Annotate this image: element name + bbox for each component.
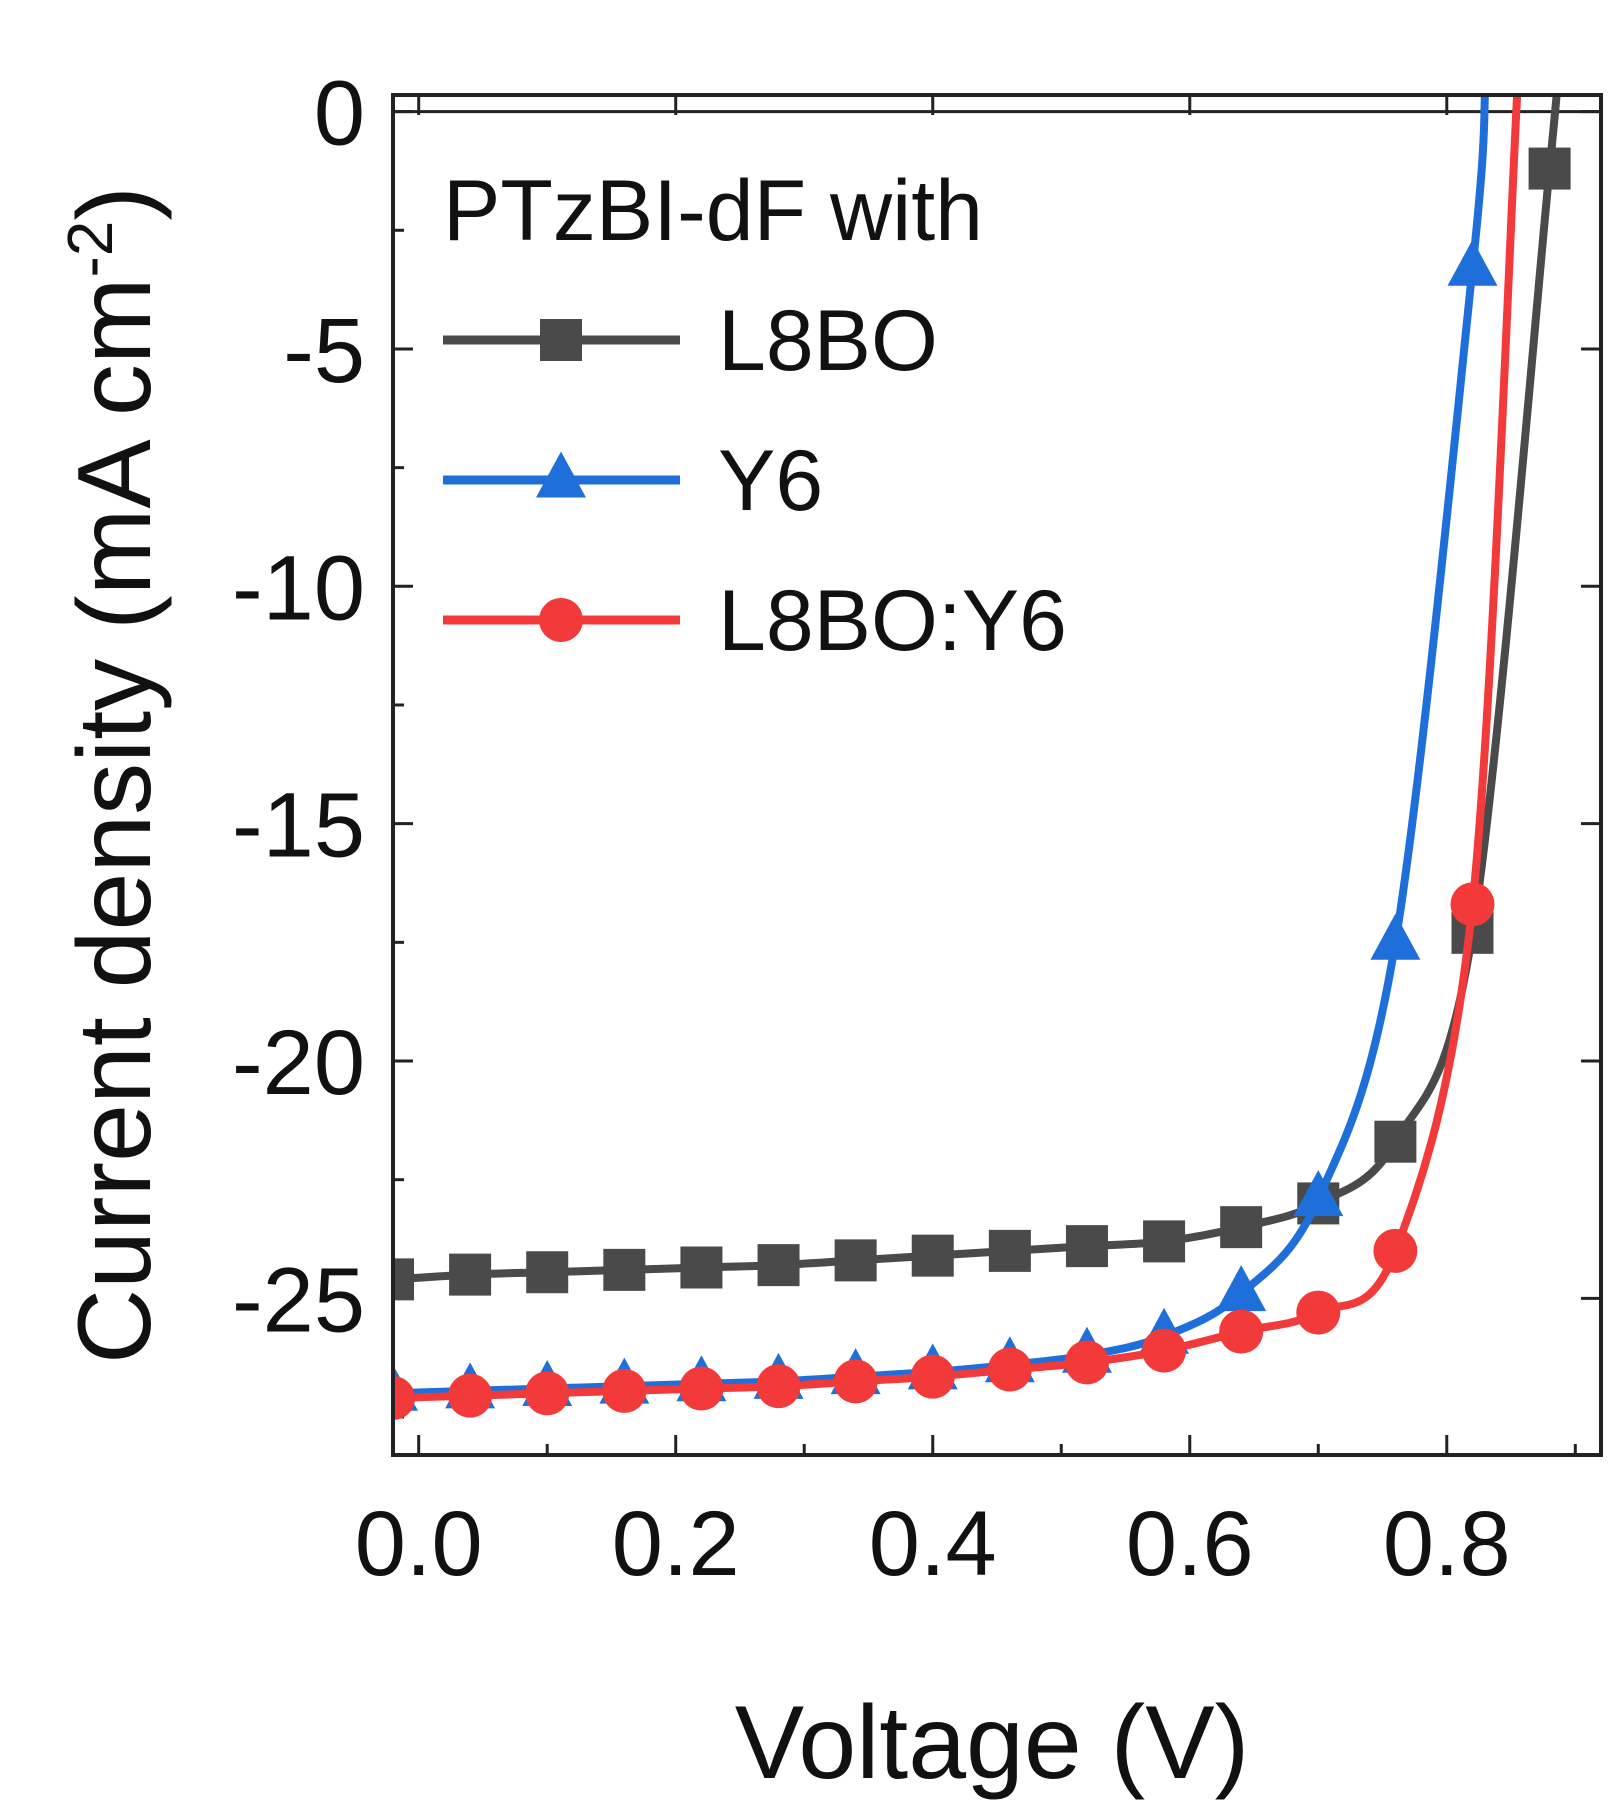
- data-point-marker: [393, 1376, 415, 1421]
- x-tick-label: 0.2: [612, 1493, 740, 1595]
- data-point-marker: [1065, 1225, 1108, 1268]
- y-axis-label: Current density (mA cm-2): [54, 186, 173, 1364]
- legend-item: L8BO: [443, 293, 938, 389]
- legend-items: L8BO Y6 L8BO:Y6: [443, 293, 1067, 669]
- legend-label: Y6: [718, 433, 823, 529]
- y-axis-label-close: ): [57, 186, 173, 221]
- data-point-marker: [1447, 239, 1498, 286]
- data-point-marker: [1528, 147, 1571, 190]
- y-tick-label: -20: [232, 1012, 365, 1114]
- data-point-marker: [1143, 1220, 1186, 1263]
- data-point-marker: [1450, 882, 1495, 927]
- x-tick-label: 0.8: [1383, 1493, 1511, 1595]
- data-point-marker: [833, 1359, 878, 1404]
- y-tick-label: -25: [232, 1249, 365, 1351]
- data-point-marker: [1220, 1206, 1263, 1249]
- data-point-marker: [602, 1368, 647, 1413]
- y-tick-labels: 0 -5 -10 -15 -20 -25: [232, 63, 365, 1352]
- data-point-marker: [987, 1347, 1032, 1392]
- legend-title: PTzBI-dF with: [443, 163, 983, 259]
- legend-marker: [536, 451, 586, 498]
- y-tick-label: 0: [314, 63, 365, 165]
- data-point-marker: [1219, 1309, 1264, 1354]
- series-l8bo-y6: [393, 95, 1522, 1421]
- data-point-marker: [679, 1366, 724, 1411]
- data-point-marker: [1370, 913, 1421, 960]
- data-point-marker: [449, 1253, 492, 1296]
- legend-label: L8BO: [718, 293, 938, 389]
- data-point-marker: [680, 1246, 723, 1289]
- legend: PTzBI-dF with L8BO Y6 L8BO:Y6: [443, 163, 1067, 669]
- y-tick-label: -15: [232, 775, 365, 877]
- x-tick-labels: 0.0 0.2 0.4 0.6 0.8: [355, 1493, 1511, 1595]
- data-point-marker: [1142, 1328, 1187, 1373]
- data-point-marker: [1064, 1340, 1109, 1385]
- y-axis-label-superscript: -2: [54, 221, 126, 278]
- data-point-marker: [757, 1244, 800, 1287]
- data-point-marker: [1293, 1170, 1344, 1217]
- data-point-marker: [1216, 1265, 1267, 1312]
- data-point-marker: [393, 1258, 414, 1301]
- legend-marker: [539, 598, 583, 642]
- data-point-marker: [603, 1248, 646, 1291]
- data-point-marker: [756, 1364, 801, 1409]
- data-point-marker: [526, 1251, 569, 1294]
- plot-frame: [391, 93, 1603, 1457]
- y-axis-label-main: Current density (mA cm: [57, 278, 173, 1365]
- x-axis-label: Voltage (V): [735, 1685, 1250, 1801]
- data-point-marker: [988, 1229, 1031, 1272]
- data-point-marker: [911, 1234, 954, 1277]
- x-tick-label: 0.0: [355, 1493, 483, 1595]
- series-layer: [393, 95, 1571, 1421]
- data-point-marker: [1296, 1290, 1341, 1335]
- x-tick-label: 0.4: [869, 1493, 997, 1595]
- data-point-marker: [834, 1239, 877, 1282]
- data-point-marker: [525, 1371, 570, 1416]
- x-tick-label: 0.6: [1126, 1493, 1254, 1595]
- data-point-marker: [910, 1354, 955, 1399]
- data-point-marker: [1374, 1120, 1417, 1163]
- legend-item: L8BO:Y6: [443, 573, 1067, 669]
- legend-label: L8BO:Y6: [718, 573, 1067, 669]
- legend-item: Y6: [443, 433, 823, 529]
- series-l8bo: [393, 95, 1571, 1301]
- data-point-marker: [448, 1373, 493, 1418]
- y-tick-label: -5: [283, 300, 365, 402]
- y-tick-label: -10: [232, 537, 365, 639]
- data-point-marker: [1373, 1228, 1418, 1273]
- legend-marker: [540, 319, 582, 361]
